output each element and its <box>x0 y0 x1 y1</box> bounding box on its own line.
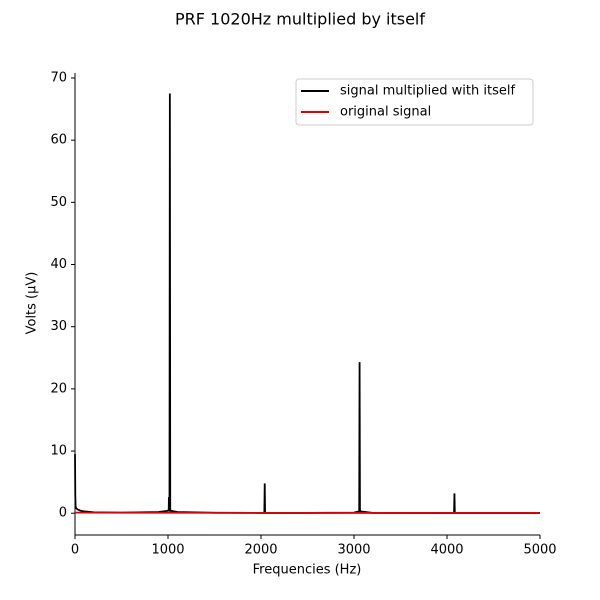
x-tick-label: 1000 <box>151 543 184 558</box>
y-tick-label: 50 <box>50 195 67 210</box>
x-tick-label: 5000 <box>523 543 556 558</box>
x-axis-label: Frequencies (Hz) <box>253 563 362 578</box>
y-tick-label: 70 <box>50 70 67 85</box>
x-tick-label: 3000 <box>337 543 370 558</box>
x-tick-label: 4000 <box>430 543 463 558</box>
legend-box <box>295 78 534 126</box>
y-tick-label: 20 <box>50 381 67 396</box>
y-tick-label: 60 <box>50 133 67 148</box>
legend-label: original signal <box>340 105 431 120</box>
y-tick-label: 0 <box>59 506 67 521</box>
y-tick-label: 40 <box>50 257 67 272</box>
line-series <box>74 93 541 515</box>
y-axis-label: Volts (μV) <box>25 272 40 335</box>
legend-label: signal multiplied with itself <box>340 84 515 99</box>
y-tick-label: 30 <box>50 319 67 334</box>
y-tick-label: 10 <box>50 444 67 459</box>
x-tick-label: 0 <box>71 543 79 558</box>
chart-title: PRF 1020Hz multiplied by itself <box>175 10 425 29</box>
x-tick-label: 2000 <box>244 543 277 558</box>
